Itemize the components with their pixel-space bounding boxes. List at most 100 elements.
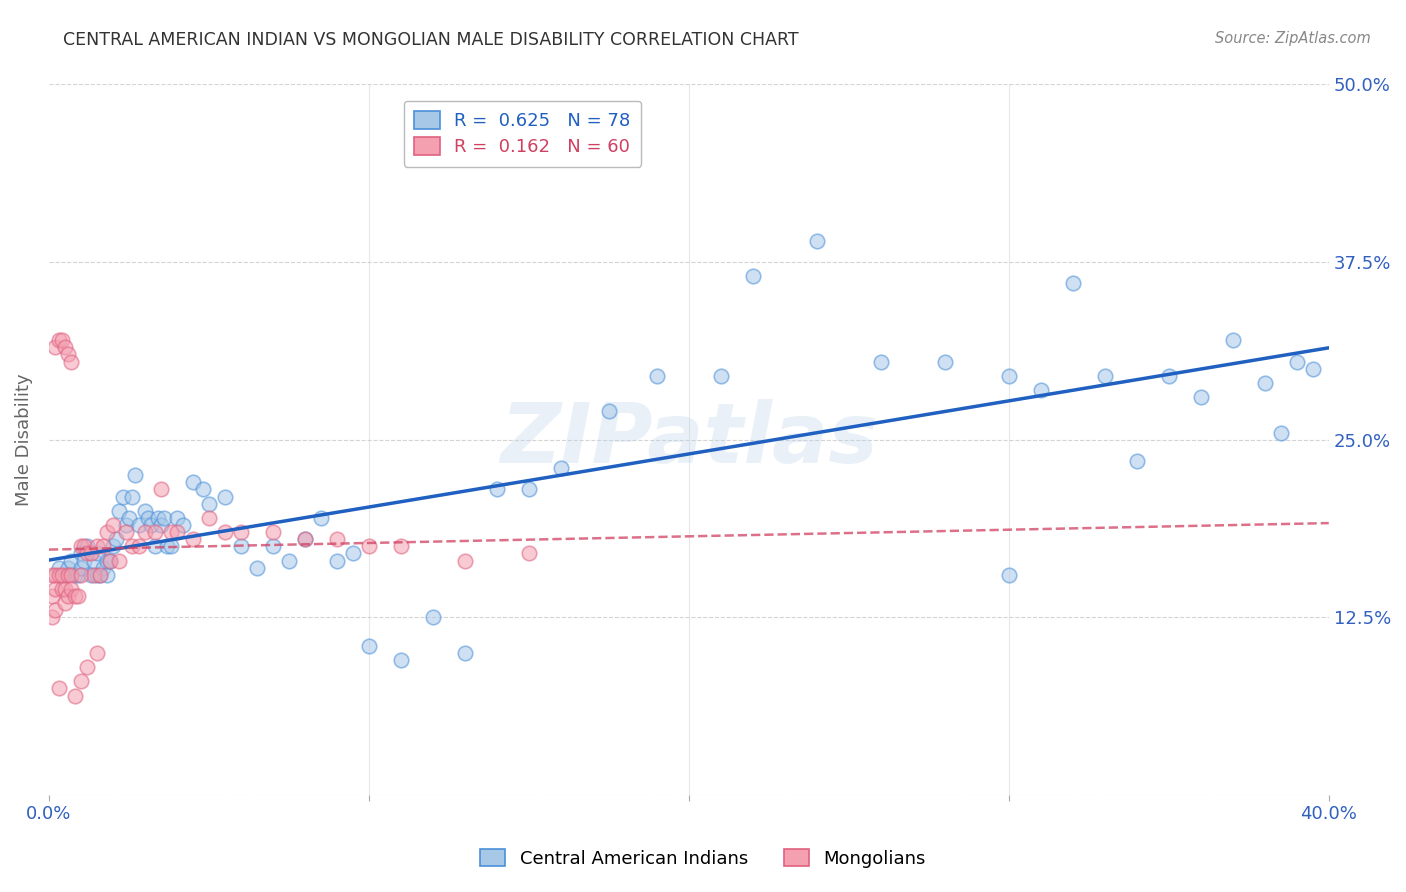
Point (63, 589, 86, 603)
Point (278, 553, 301, 567)
Point (44, 603, 66, 617)
Point (262, 539, 284, 553)
Point (869, 354, 891, 368)
Point (121, 490, 143, 504)
Point (934, 354, 956, 368)
Point (517, 483, 540, 497)
Point (86, 567, 108, 582)
Point (326, 553, 349, 567)
Point (70, 560, 93, 574)
Point (89, 567, 111, 582)
Point (1062, 277, 1084, 291)
Point (56, 567, 79, 582)
Point (159, 525, 181, 540)
Text: ZIPatlas: ZIPatlas (501, 400, 877, 480)
Point (105, 533, 128, 547)
Point (108, 553, 131, 567)
Point (1189, 390, 1212, 404)
Point (326, 533, 349, 547)
Point (357, 639, 380, 653)
Text: CENTRAL AMERICAN INDIAN VS MONGOLIAN MALE DISABILITY CORRELATION CHART: CENTRAL AMERICAN INDIAN VS MONGOLIAN MAL… (63, 31, 799, 49)
Point (51, 582, 73, 596)
Point (98, 553, 121, 567)
Y-axis label: Male Disability: Male Disability (15, 374, 32, 506)
Point (1222, 333, 1244, 347)
Point (1270, 425, 1292, 440)
Point (66, 589, 89, 603)
Point (229, 539, 252, 553)
Point (60, 582, 83, 596)
Point (86, 646, 108, 660)
Point (262, 525, 284, 540)
Point (191, 483, 214, 497)
Point (998, 567, 1021, 582)
Point (60, 553, 83, 567)
Point (229, 525, 252, 540)
Point (86, 539, 108, 553)
Point (93, 560, 115, 574)
Legend: R =  0.625   N = 78, R =  0.162   N = 60: R = 0.625 N = 78, R = 0.162 N = 60 (404, 101, 641, 167)
Point (159, 539, 181, 553)
Point (118, 511, 141, 525)
Point (96, 553, 118, 567)
Point (93, 539, 115, 553)
Point (198, 497, 221, 511)
Point (101, 518, 124, 533)
Point (172, 518, 194, 533)
Point (710, 368, 733, 383)
Point (309, 511, 332, 525)
Point (1126, 454, 1149, 468)
Point (51, 567, 73, 582)
Point (294, 533, 316, 547)
Point (108, 504, 131, 518)
Point (214, 525, 236, 540)
Point (44, 582, 66, 596)
Point (114, 525, 136, 540)
Point (48, 333, 70, 347)
Point (53, 596, 76, 610)
Point (181, 533, 204, 547)
Point (741, 269, 763, 284)
Point (143, 539, 166, 553)
Point (70, 567, 93, 582)
Point (342, 546, 364, 560)
Point (128, 539, 150, 553)
Point (149, 483, 172, 497)
Point (83, 567, 105, 582)
Point (1285, 354, 1308, 368)
Point (111, 490, 134, 504)
Point (166, 525, 188, 540)
Point (53, 582, 76, 596)
Point (51, 333, 73, 347)
Point (86, 546, 108, 560)
Point (56, 347, 79, 361)
Point (134, 504, 156, 518)
Point (806, 234, 828, 248)
Point (41, 589, 63, 603)
Point (134, 525, 156, 540)
Point (1302, 361, 1324, 376)
Point (246, 560, 269, 574)
Point (60, 354, 83, 368)
Point (79, 546, 101, 560)
Point (1029, 383, 1052, 397)
Point (598, 404, 620, 418)
Point (53, 340, 76, 354)
Point (153, 511, 176, 525)
Point (141, 518, 163, 533)
Point (128, 518, 150, 533)
Point (89, 567, 111, 582)
Point (63, 689, 86, 703)
Point (645, 368, 668, 383)
Point (96, 567, 118, 582)
Point (48, 681, 70, 696)
Point (98, 553, 121, 567)
Point (76, 660, 98, 674)
Point (66, 567, 89, 582)
Point (56, 589, 79, 603)
Point (422, 610, 444, 624)
Point (998, 368, 1021, 383)
Point (53, 567, 76, 582)
Point (124, 468, 146, 483)
Text: Source: ZipAtlas.com: Source: ZipAtlas.com (1215, 31, 1371, 46)
